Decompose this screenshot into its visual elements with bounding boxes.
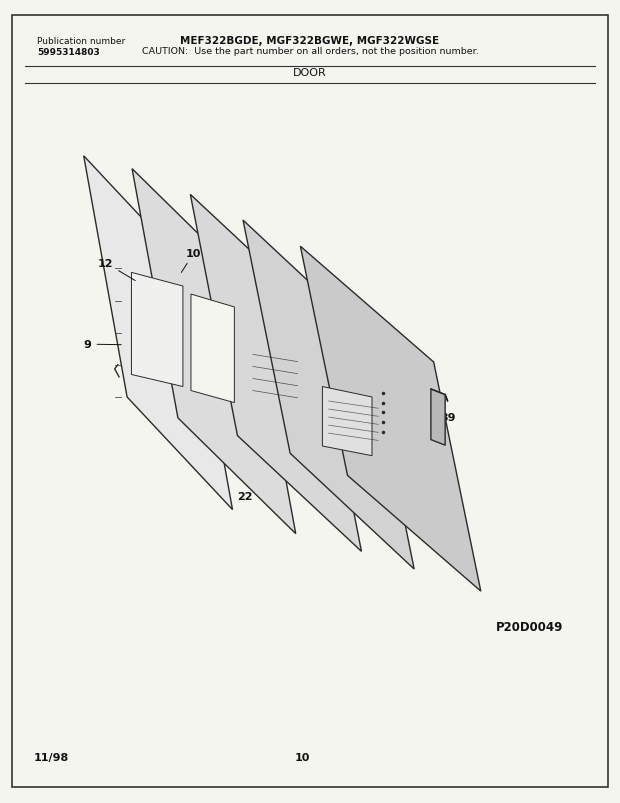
Text: 6: 6: [346, 331, 354, 349]
Text: 22: 22: [237, 491, 252, 501]
Text: Publication number: Publication number: [37, 37, 125, 46]
Text: 8: 8: [231, 304, 238, 320]
Text: 39: 39: [437, 408, 456, 422]
Polygon shape: [191, 295, 234, 403]
Text: 12: 12: [98, 259, 135, 281]
Polygon shape: [431, 389, 445, 446]
Polygon shape: [322, 387, 372, 456]
Text: 10: 10: [181, 249, 202, 273]
Polygon shape: [300, 247, 481, 591]
Text: 22: 22: [353, 355, 369, 365]
Text: 13: 13: [332, 479, 365, 503]
Text: eplacementParts.com: eplacementParts.com: [236, 369, 312, 374]
Polygon shape: [132, 169, 296, 534]
Text: 9: 9: [84, 340, 122, 349]
Polygon shape: [84, 157, 232, 510]
Text: 10: 10: [294, 752, 310, 762]
Text: MEF322BGDE, MGF322BGWE, MGF322WGSE: MEF322BGDE, MGF322BGWE, MGF322WGSE: [180, 36, 440, 46]
Polygon shape: [190, 195, 361, 552]
Polygon shape: [131, 273, 183, 387]
Polygon shape: [243, 221, 414, 569]
Text: 5: 5: [348, 377, 356, 387]
Text: 5995314803: 5995314803: [37, 47, 100, 56]
Text: CAUTION:  Use the part number on all orders, not the position number.: CAUTION: Use the part number on all orde…: [141, 47, 479, 55]
Text: P20D0049: P20D0049: [496, 621, 564, 634]
Text: 7: 7: [321, 299, 339, 331]
Text: 11/98: 11/98: [34, 752, 69, 762]
Text: DOOR: DOOR: [293, 68, 327, 78]
